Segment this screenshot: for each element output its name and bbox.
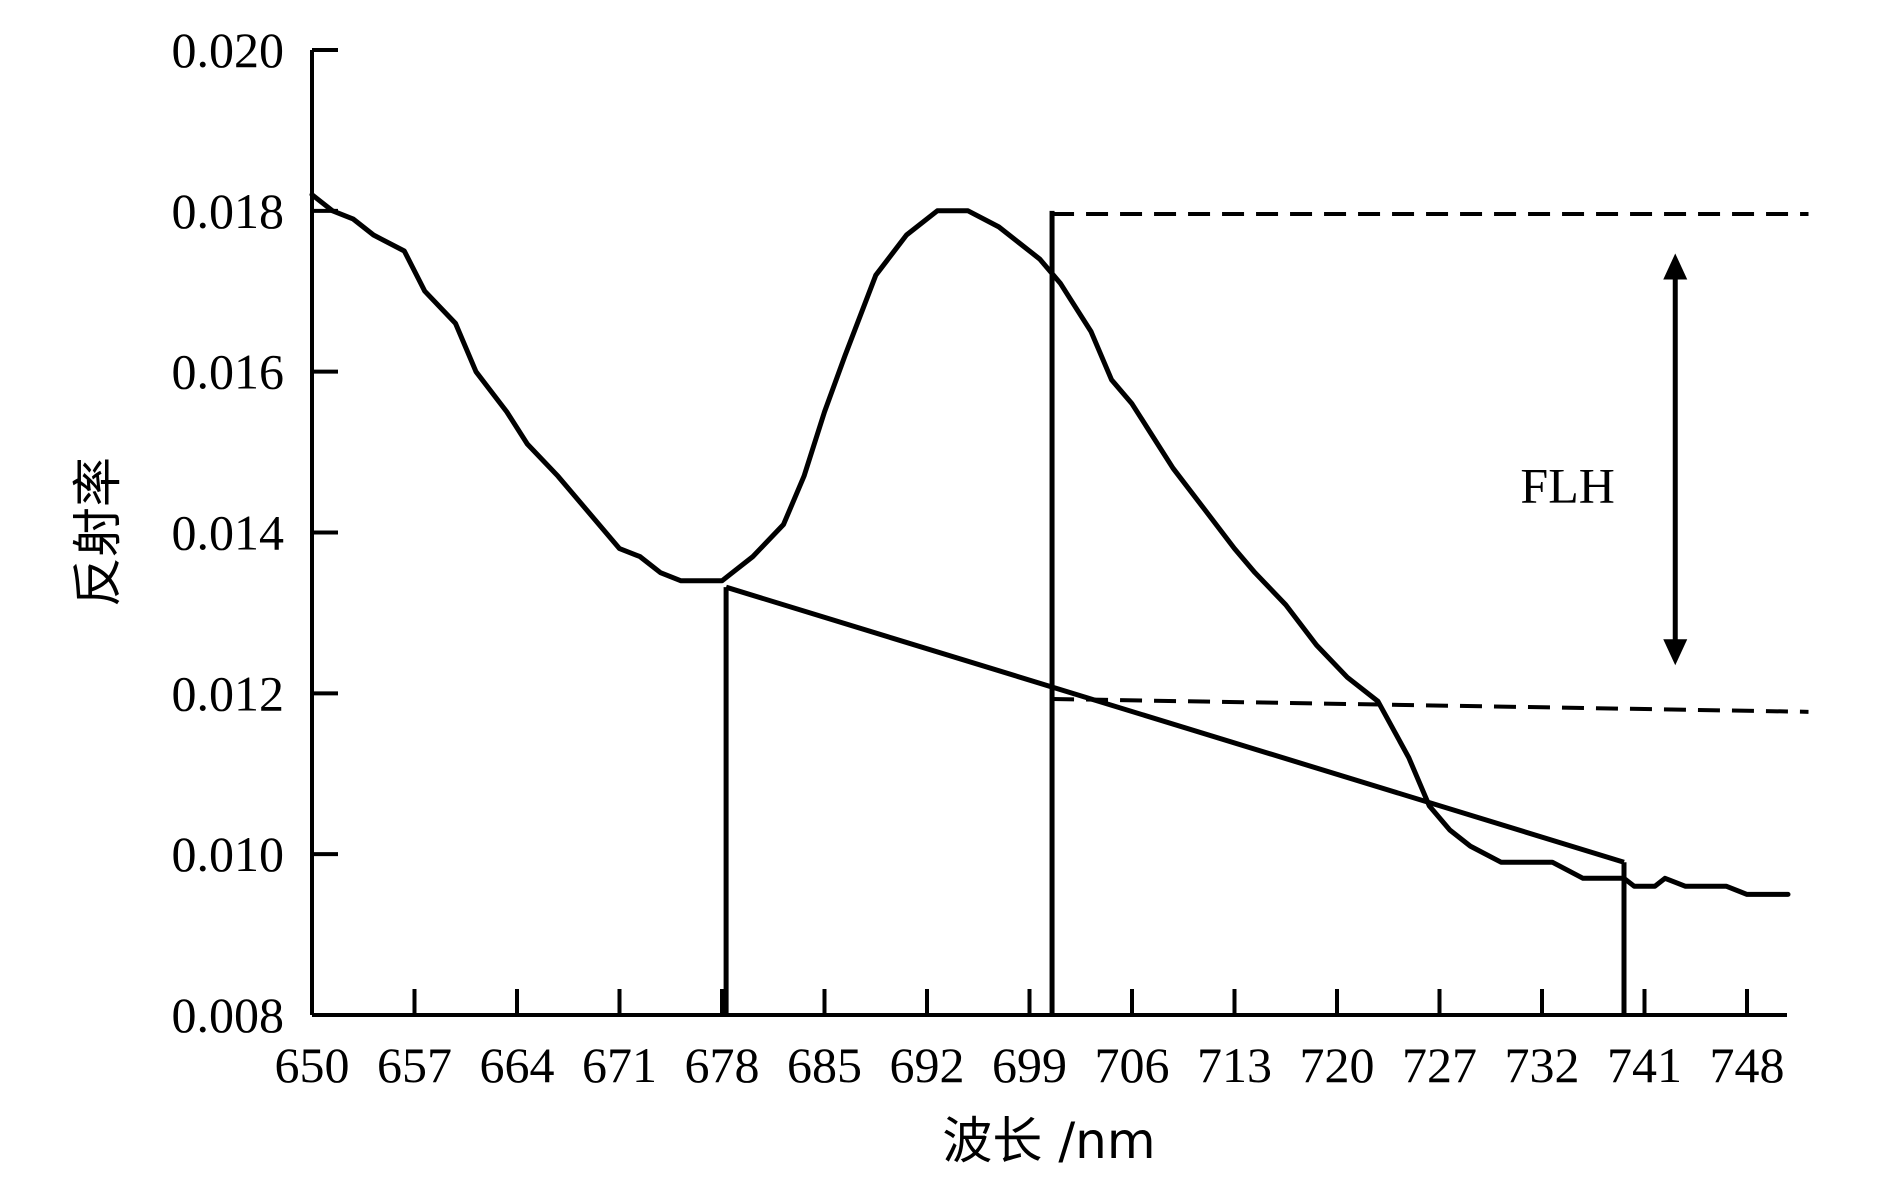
x-tick-label: 692	[890, 1037, 965, 1093]
flh-arrow-head-bottom	[1663, 639, 1688, 666]
x-tick-label: 706	[1095, 1037, 1170, 1093]
y-tick-label: 0.010	[172, 826, 285, 882]
x-tick-label: 727	[1402, 1037, 1477, 1093]
y-axis-title: 反射率	[69, 457, 127, 607]
reflectance-curve	[309, 192, 1791, 897]
x-tick-label: 657	[377, 1037, 452, 1093]
y-tick-label: 0.016	[172, 344, 285, 400]
x-tick-label: 671	[582, 1037, 657, 1093]
tick-labels: 650 657 664 671 678 685 692 699 706 713 720 727 732 7…	[172, 22, 1785, 1093]
x-tick-label: 678	[685, 1037, 760, 1093]
baseline-line	[725, 584, 1625, 865]
flh-annotation: FLH	[1520, 457, 1614, 513]
x-tick-label: 650	[275, 1037, 350, 1093]
y-tick-label: 0.012	[172, 665, 285, 721]
flh-arrow-head-top	[1663, 253, 1688, 280]
ticks	[310, 48, 1749, 1017]
x-tick-label: 664	[480, 1037, 555, 1093]
x-tick-label: 685	[787, 1037, 862, 1093]
y-tick-label: 0.018	[172, 183, 285, 239]
y-tick-label: 0.014	[172, 505, 285, 561]
x-axis-title: 波长 /nm	[942, 1112, 1155, 1170]
x-tick-label: 699	[992, 1037, 1067, 1093]
y-tick-label: 0.008	[172, 987, 285, 1043]
y-tick-label: 0.020	[172, 22, 285, 78]
x-tick-label: 732	[1505, 1037, 1580, 1093]
x-tick-label: 748	[1710, 1037, 1785, 1093]
plot-area	[309, 192, 1809, 1015]
x-tick-label: 741	[1607, 1037, 1682, 1093]
x-tick-label: 720	[1300, 1037, 1375, 1093]
dashed-reference-line	[1052, 696, 1809, 714]
x-tick-label: 713	[1197, 1037, 1272, 1093]
